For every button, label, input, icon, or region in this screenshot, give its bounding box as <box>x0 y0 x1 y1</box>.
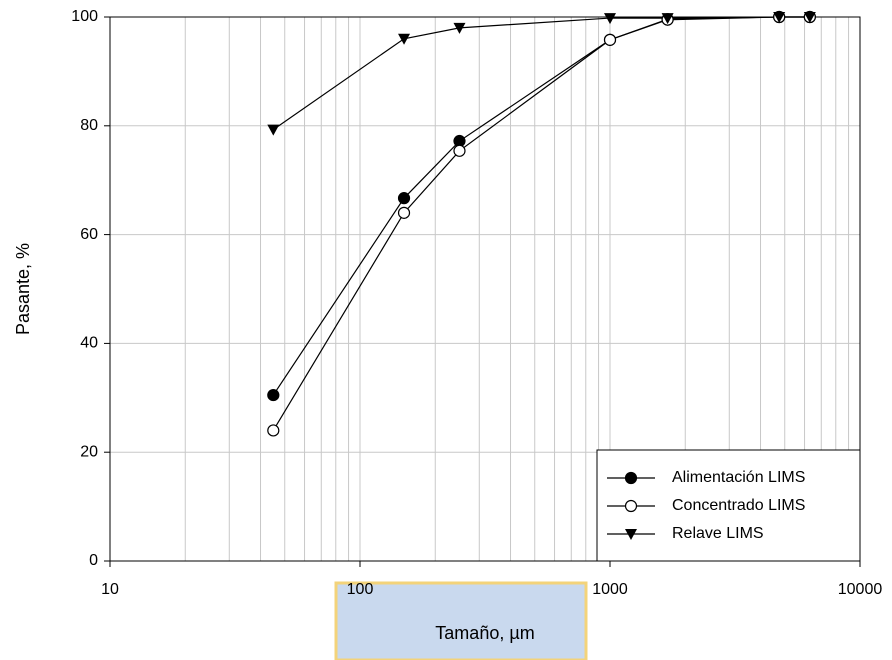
x-tick-label: 100 <box>347 581 374 598</box>
marker <box>267 124 280 136</box>
x-axis-label: Tamaño, µm <box>435 623 534 643</box>
marker <box>661 13 674 25</box>
marker <box>397 206 411 219</box>
x-tick-label: 1000 <box>592 581 628 598</box>
y-tick-label: 20 <box>80 443 98 460</box>
y-tick-label: 0 <box>89 552 98 569</box>
legend-label: Alimentación LIMS <box>672 469 805 486</box>
marker <box>397 192 411 205</box>
watermark-box <box>334 581 588 660</box>
legend-marker <box>624 499 638 513</box>
marker <box>267 388 280 402</box>
marker <box>453 22 466 34</box>
plot-frame <box>109 16 861 562</box>
legend-label: Relave LIMS <box>672 525 764 542</box>
marker <box>398 33 411 45</box>
legend-marker <box>624 471 638 485</box>
marker <box>267 424 280 437</box>
y-tick-label: 100 <box>71 8 98 25</box>
marker <box>803 12 816 23</box>
marker <box>453 144 466 157</box>
watermark <box>334 581 588 660</box>
y-tick-label: 40 <box>80 335 98 352</box>
legend-marker <box>625 529 637 540</box>
marker <box>604 13 616 25</box>
y-tick-label: 60 <box>80 226 98 243</box>
marker <box>773 12 786 23</box>
legend-label: Concentrado LIMS <box>672 497 805 514</box>
legend: Alimentación LIMS Concentrado LIMS Relave … <box>596 449 861 562</box>
y-tick-label: 80 <box>80 117 98 134</box>
x-tick-label: 10000 <box>838 581 883 598</box>
y-axis-label: Pasante, % <box>13 243 33 335</box>
marker <box>603 33 617 46</box>
x-tick-label: 10 <box>101 581 119 598</box>
